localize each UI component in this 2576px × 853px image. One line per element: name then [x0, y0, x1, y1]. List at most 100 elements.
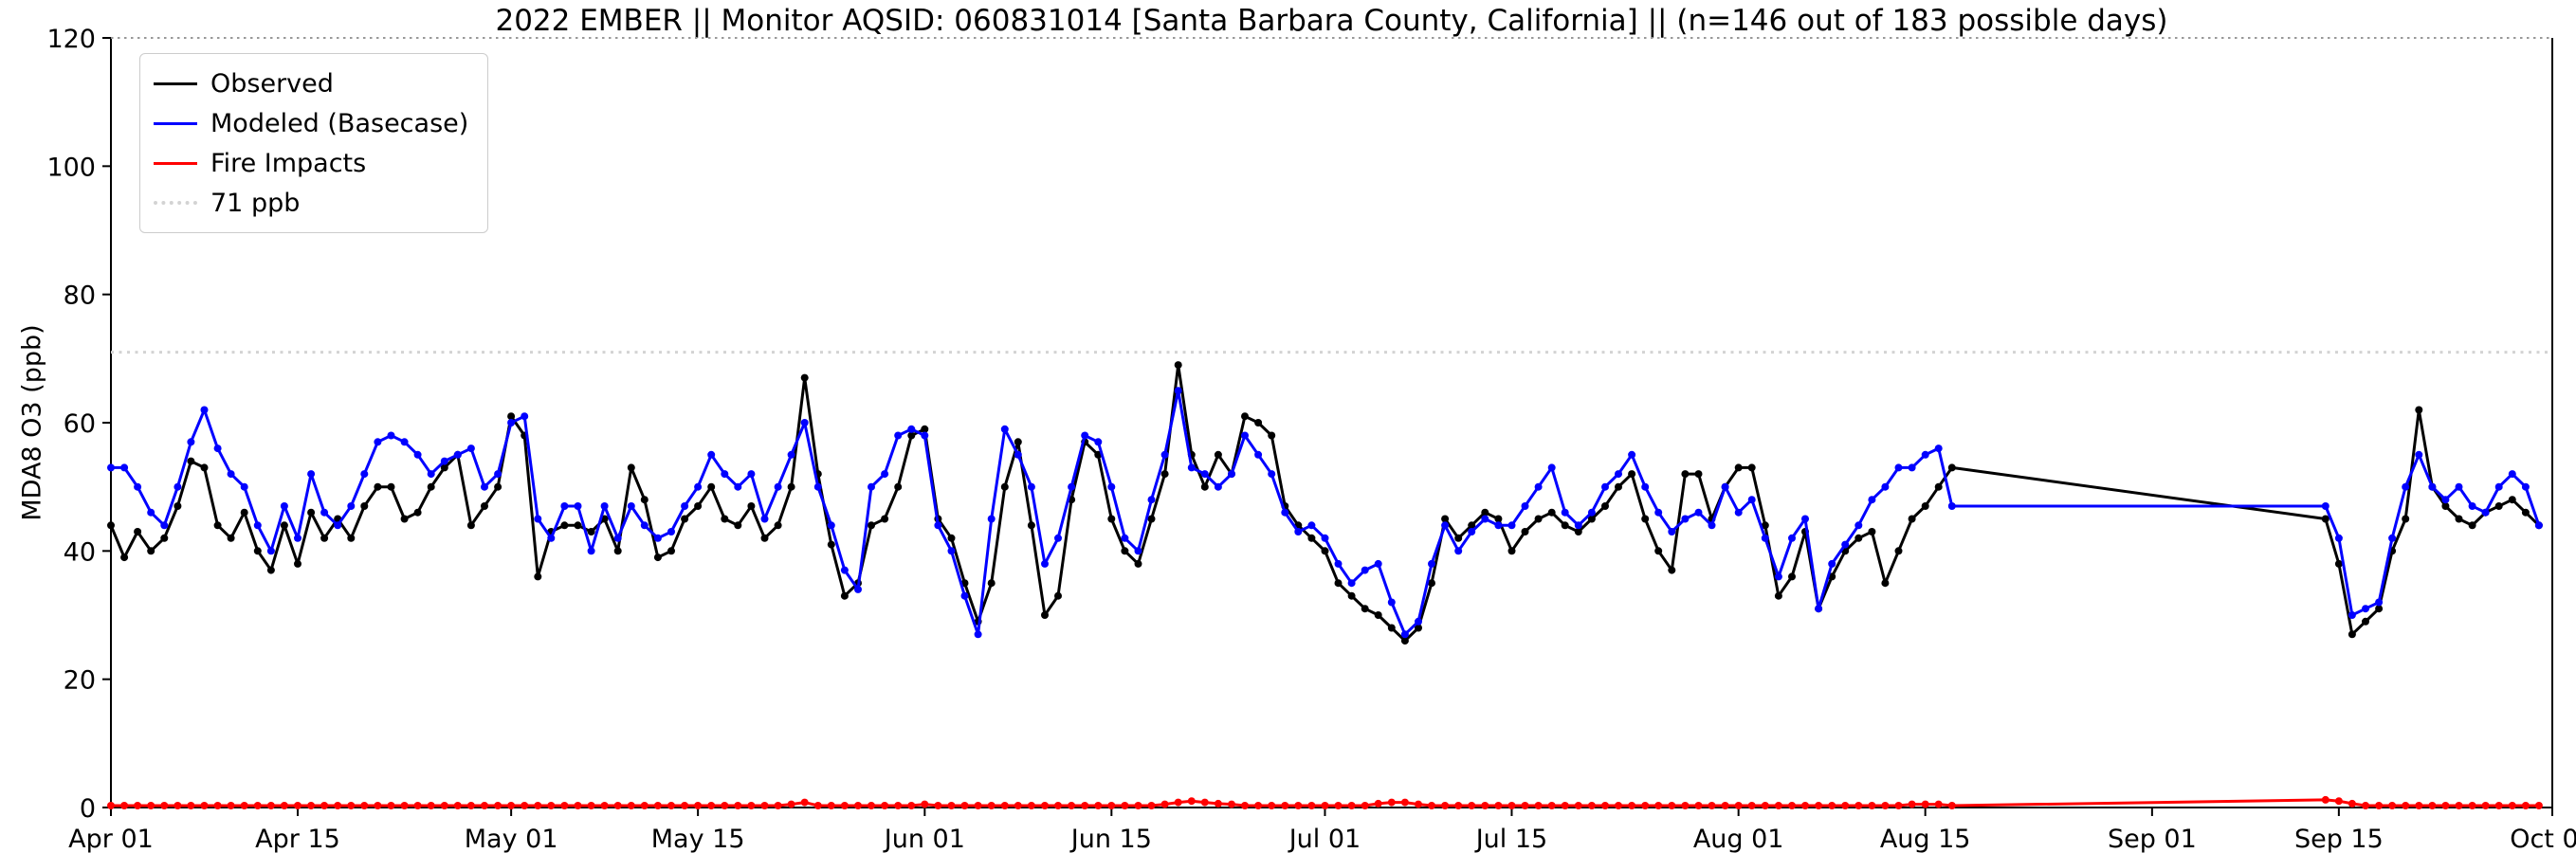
observed-marker	[627, 463, 635, 472]
x-tick-label: Jun 15	[1069, 825, 1152, 853]
observed-marker	[1494, 515, 1503, 523]
fire-impacts-marker	[2375, 802, 2384, 809]
modeled-basecase-marker	[534, 515, 542, 523]
modeled-basecase-marker	[747, 470, 756, 479]
modeled-basecase-marker	[1841, 540, 1850, 549]
modeled-basecase-marker	[2415, 450, 2423, 459]
modeled-basecase-marker	[560, 502, 569, 510]
modeled-basecase-marker	[280, 502, 288, 510]
modeled-basecase-marker	[427, 470, 435, 479]
observed-marker	[1134, 559, 1142, 568]
fire-impacts-marker	[360, 802, 369, 809]
observed-marker	[1641, 515, 1650, 523]
fire-impacts-marker	[1281, 802, 1289, 809]
modeled-basecase-marker	[1654, 508, 1663, 517]
fire-impacts-marker	[1801, 802, 1809, 809]
modeled-basecase-marker	[894, 431, 903, 440]
fire-impacts-marker	[453, 802, 462, 809]
fire-impacts-marker	[466, 802, 475, 809]
observed-marker	[1041, 611, 1049, 619]
modeled-basecase-marker	[266, 547, 275, 555]
fire-impacts-marker	[854, 802, 862, 809]
observed-marker	[466, 521, 475, 530]
observed-marker	[1788, 572, 1796, 581]
fire-impacts-marker	[587, 802, 595, 809]
observed-marker	[120, 554, 129, 562]
fire-impacts-marker	[1268, 802, 1276, 809]
observed-marker	[613, 547, 622, 555]
fire-impacts-marker	[2321, 795, 2329, 804]
chart-title: 2022 EMBER || Monitor AQSID: 060831014 […	[495, 4, 2168, 38]
modeled-basecase-marker	[2348, 611, 2356, 619]
fire-impacts-marker	[800, 798, 809, 807]
modeled-basecase-marker	[2508, 470, 2516, 479]
x-tick-label: Sep 15	[2294, 825, 2384, 853]
observed-marker	[640, 496, 649, 504]
observed-marker	[1601, 502, 1609, 510]
modeled-basecase-marker	[2388, 534, 2397, 542]
observed-marker	[134, 528, 142, 535]
modeled-basecase-marker	[1068, 482, 1076, 491]
modeled-basecase-marker	[174, 482, 182, 491]
fire-impacts-marker	[507, 802, 516, 809]
observed-marker	[266, 566, 275, 574]
observed-marker	[574, 521, 582, 530]
modeled-basecase-marker	[1494, 521, 1503, 530]
observed-marker	[227, 534, 235, 542]
fire-impacts-marker	[813, 802, 822, 809]
x-tick-label: Aug 15	[1880, 825, 1971, 853]
fire-impacts-marker	[2402, 802, 2410, 809]
modeled-basecase-marker	[1387, 598, 1396, 607]
modeled-basecase-marker	[374, 438, 382, 446]
fire-impacts-marker	[1068, 802, 1076, 809]
modeled-basecase-marker	[453, 450, 462, 459]
fire-impacts-marker	[1187, 797, 1196, 806]
observed-marker	[1628, 470, 1636, 479]
modeled-basecase-marker	[187, 438, 195, 446]
fire-impacts-marker	[653, 802, 662, 809]
fire-impacts-marker	[1214, 799, 1222, 808]
modeled-basecase-marker	[774, 482, 782, 491]
observed-marker	[147, 547, 155, 555]
observed-marker	[440, 463, 448, 472]
observed-marker	[187, 457, 195, 465]
fire-impacts-marker	[734, 802, 742, 809]
observed-marker	[2508, 496, 2516, 504]
observed-marker	[1241, 412, 1249, 421]
fire-impacts-marker	[1534, 802, 1543, 809]
observed-marker	[1415, 624, 1422, 632]
fire-impacts-marker	[1574, 802, 1582, 809]
fire-impacts-marker	[1321, 802, 1329, 809]
modeled-basecase-marker	[1468, 528, 1476, 535]
modeled-basecase-marker	[1094, 438, 1103, 446]
fire-impacts-marker	[1734, 802, 1743, 809]
observed-marker	[827, 540, 835, 549]
observed-line	[109, 363, 2540, 643]
modeled-basecase-marker	[1521, 502, 1529, 510]
modeled-basecase-marker	[294, 534, 301, 542]
observed-marker	[1307, 534, 1316, 542]
observed-marker	[2494, 502, 2503, 510]
observed-marker	[2362, 617, 2369, 626]
fire-impacts-marker	[960, 802, 969, 809]
modeled-basecase-marker	[2468, 502, 2476, 510]
observed-marker	[2521, 508, 2530, 517]
fire-impacts-marker	[1507, 802, 1516, 809]
observed-marker	[213, 521, 222, 530]
observed-marker	[1361, 605, 1369, 613]
observed-marker	[1468, 521, 1476, 530]
modeled-basecase-marker	[1200, 470, 1209, 479]
modeled-basecase-marker	[2362, 605, 2369, 613]
modeled-basecase-marker	[481, 482, 488, 491]
fire-impacts-marker	[681, 802, 689, 809]
fire-impacts-marker	[881, 802, 889, 809]
y-tick-label: 20	[64, 666, 96, 696]
observed-marker	[1121, 547, 1129, 555]
fire-impacts-marker	[1174, 798, 1182, 807]
fire-impacts-marker	[774, 802, 782, 809]
fire-impacts-marker	[1134, 802, 1142, 809]
modeled-basecase-marker	[734, 482, 742, 491]
observed-marker	[747, 502, 756, 510]
